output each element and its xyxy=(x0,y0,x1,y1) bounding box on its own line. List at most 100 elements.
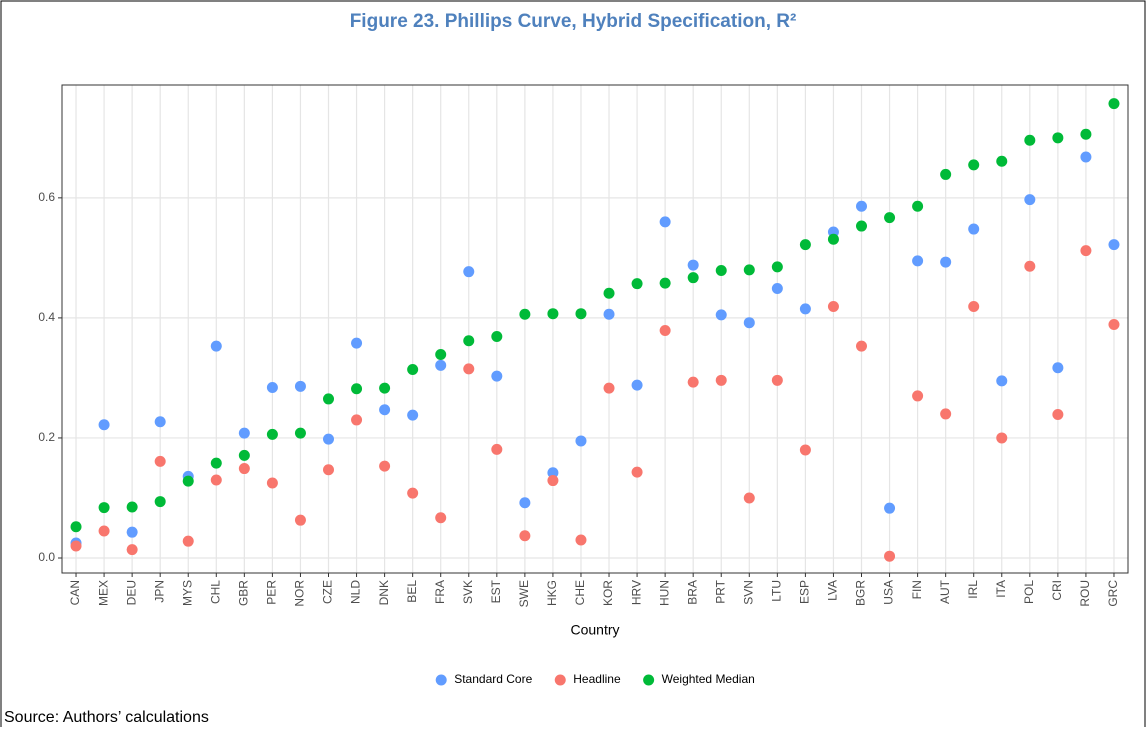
point xyxy=(912,200,924,212)
x-tick-label: HRV xyxy=(629,580,643,605)
point xyxy=(238,463,250,475)
x-tick-label: GBR xyxy=(237,580,251,606)
point xyxy=(126,544,138,556)
chart-title: Figure 23. Phillips Curve, Hybrid Specif… xyxy=(350,11,797,32)
x-tick-label: ITA xyxy=(994,580,1008,598)
point xyxy=(407,364,419,376)
point xyxy=(351,383,363,395)
x-tick-label: IRL xyxy=(966,580,980,599)
point xyxy=(70,540,82,552)
x-tick-label: LTU xyxy=(770,580,784,602)
x-tick-label: FIN xyxy=(910,580,924,599)
legend-label: Weighted Median xyxy=(662,672,755,686)
point xyxy=(491,331,503,343)
point xyxy=(799,444,811,456)
point xyxy=(603,287,615,299)
y-tick-label: 0.6 xyxy=(38,190,55,204)
x-tick-label: HKG xyxy=(545,580,559,606)
point xyxy=(631,278,643,290)
point xyxy=(631,379,643,391)
point xyxy=(98,525,110,537)
point xyxy=(70,521,82,533)
legend-label: Standard Core xyxy=(454,672,532,686)
point xyxy=(575,435,587,447)
point xyxy=(182,475,194,487)
point xyxy=(715,374,727,386)
point xyxy=(463,363,475,375)
point xyxy=(379,460,391,472)
point xyxy=(996,375,1008,387)
point xyxy=(575,534,587,546)
point xyxy=(126,501,138,513)
point xyxy=(1108,239,1120,251)
point xyxy=(294,380,306,392)
point xyxy=(715,309,727,321)
point xyxy=(323,464,334,476)
point xyxy=(210,457,222,469)
x-tick-label: DEU xyxy=(124,580,138,605)
x-tick-label: MYS xyxy=(180,580,194,606)
x-tick-label: NLD xyxy=(349,580,363,604)
point xyxy=(799,239,811,251)
point xyxy=(294,514,306,526)
point xyxy=(238,427,250,439)
x-tick-label: SWE xyxy=(517,580,531,607)
x-tick-label: ROU xyxy=(1078,580,1092,607)
x-tick-label: JPN xyxy=(152,580,166,603)
x-axis-label: Country xyxy=(570,622,619,638)
point xyxy=(884,550,896,562)
x-tick-label: LVA xyxy=(826,580,840,601)
point xyxy=(996,155,1008,167)
point xyxy=(799,303,811,315)
point xyxy=(1108,98,1120,110)
point xyxy=(266,428,278,440)
point xyxy=(743,317,755,329)
point xyxy=(715,264,727,276)
point xyxy=(659,216,671,228)
point xyxy=(940,256,952,268)
point xyxy=(659,325,671,337)
point xyxy=(771,261,783,273)
x-tick-label: EST xyxy=(489,579,503,603)
legend-label: Headline xyxy=(573,672,621,686)
x-tick-label: SVK xyxy=(461,580,475,604)
x-tick-label: ESP xyxy=(798,580,812,604)
point xyxy=(603,308,615,320)
legend: Standard Core Headline Weighted Median xyxy=(435,672,755,686)
x-tick-label: CHL xyxy=(208,580,222,604)
x-tick-label: FRA xyxy=(433,580,447,604)
x-tick-label: BEL xyxy=(405,580,419,603)
point xyxy=(435,512,447,524)
point xyxy=(1080,151,1092,163)
point xyxy=(1052,409,1064,421)
point xyxy=(323,433,334,445)
point xyxy=(435,359,447,371)
x-tick-label: CRI xyxy=(1050,580,1064,601)
point xyxy=(1080,128,1092,140)
point xyxy=(435,349,447,361)
point xyxy=(1024,260,1036,272)
x-tick-label: USA xyxy=(882,580,896,605)
point xyxy=(407,487,419,499)
point xyxy=(379,382,391,394)
point xyxy=(575,308,587,320)
x-tick-label: NOR xyxy=(293,580,307,607)
point xyxy=(856,200,867,212)
point xyxy=(884,212,896,224)
plot-border xyxy=(61,84,1129,574)
legend-marker xyxy=(554,674,566,686)
x-tick-label: PER xyxy=(265,580,279,605)
point xyxy=(407,409,419,421)
x-tick-label: BRA xyxy=(685,580,699,605)
point xyxy=(1052,132,1064,144)
x-tick-label: KOR xyxy=(601,580,615,606)
point xyxy=(940,408,952,420)
point xyxy=(379,404,391,416)
point xyxy=(856,340,867,352)
point xyxy=(687,259,699,271)
x-tick-label: HUN xyxy=(657,580,671,606)
point xyxy=(856,220,867,232)
point xyxy=(827,300,839,312)
point xyxy=(884,502,896,514)
point xyxy=(603,382,615,394)
